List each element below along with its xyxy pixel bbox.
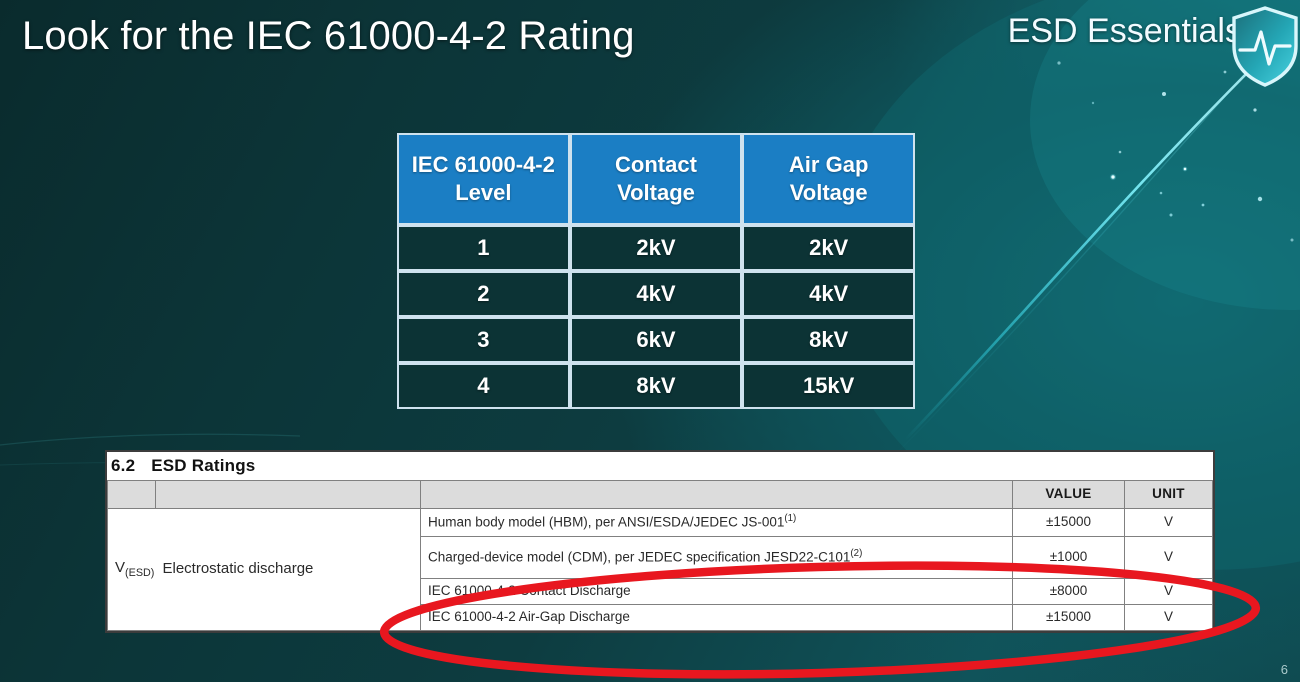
- cell-parameter: Electrostatic discharge: [155, 508, 421, 631]
- cell-air-gap-voltage: 8kV: [742, 317, 915, 363]
- page-number: 6: [1280, 662, 1288, 677]
- footnote-marker: (2): [850, 548, 863, 560]
- table-row: 1 2kV 2kV: [397, 225, 915, 271]
- column-header-description: [420, 480, 1013, 509]
- column-header-air-gap-voltage: Air Gap Voltage: [742, 133, 915, 225]
- brand-title: ESD Essentials: [1007, 12, 1242, 50]
- header-line-2: Level: [455, 180, 512, 205]
- table-header-row: IEC 61000-4-2 Level Contact Voltage Air …: [397, 133, 915, 225]
- cell-contact-voltage: 8kV: [569, 363, 743, 409]
- header-line-1: IEC 61000-4-2: [411, 151, 555, 177]
- section-title: ESD Ratings: [151, 456, 256, 475]
- header-line-1: Contact: [615, 151, 697, 177]
- cell-contact-voltage: 4kV: [569, 271, 743, 317]
- cell-contact-voltage: 6kV: [569, 317, 743, 363]
- cell-air-gap-voltage: 4kV: [742, 271, 915, 317]
- column-header-unit: UNIT: [1124, 480, 1213, 509]
- table-row: 4 8kV 15kV: [397, 363, 915, 409]
- cell-description: IEC 61000-4-2 Contact Discharge: [420, 578, 1013, 605]
- cell-value: ±15000: [1012, 604, 1125, 631]
- symbol-base: V: [115, 558, 126, 576]
- cell-contact-voltage: 2kV: [569, 225, 743, 271]
- cell-unit: V: [1124, 604, 1213, 631]
- cell-symbol: V(ESD): [107, 508, 156, 631]
- cell-level: 3: [397, 317, 570, 363]
- page-title: Look for the IEC 61000-4-2 Rating: [22, 14, 635, 58]
- cell-level: 2: [397, 271, 570, 317]
- cell-value: ±1000: [1012, 536, 1125, 579]
- cell-value: ±15000: [1012, 508, 1125, 537]
- column-header-value: VALUE: [1012, 480, 1125, 509]
- cell-air-gap-voltage: 2kV: [742, 225, 915, 271]
- cell-level: 1: [397, 225, 570, 271]
- footnote-marker: (1): [784, 513, 797, 525]
- cell-description: IEC 61000-4-2 Air-Gap Discharge: [420, 604, 1013, 631]
- cell-unit: V: [1124, 578, 1213, 605]
- header-line-2: Voltage: [789, 180, 868, 205]
- description-text: Human body model (HBM), per ANSI/ESDA/JE…: [428, 514, 785, 530]
- cell-unit: V: [1124, 508, 1213, 537]
- cell-description: Human body model (HBM), per ANSI/ESDA/JE…: [420, 508, 1013, 537]
- cell-value: ±8000: [1012, 578, 1125, 605]
- table-row: V(ESD) Electrostatic discharge Human bod…: [107, 508, 1213, 631]
- table-row: 3 6kV 8kV: [397, 317, 915, 363]
- cell-level: 4: [397, 363, 570, 409]
- iec-level-table: IEC 61000-4-2 Level Contact Voltage Air …: [397, 133, 915, 409]
- table-row: 2 4kV 4kV: [397, 271, 915, 317]
- table-header-row: VALUE UNIT: [107, 480, 1213, 509]
- column-header-parameter: [155, 480, 421, 509]
- esd-ratings-table: VALUE UNIT V(ESD) Electrostatic discharg…: [107, 480, 1213, 631]
- cell-unit: V: [1124, 536, 1213, 579]
- shield-heartbeat-icon: [1232, 6, 1298, 87]
- header-line-1: Air Gap: [788, 151, 869, 177]
- symbol-subscript: (ESD): [125, 566, 155, 579]
- brand-lockup: ESD Essentials: [1007, 6, 1298, 87]
- column-header-symbol: [107, 480, 156, 509]
- datasheet-excerpt: 6.2 ESD Ratings VALUE UNIT V(ESD) Electro…: [105, 450, 1215, 633]
- column-header-level: IEC 61000-4-2 Level: [397, 133, 570, 225]
- description-text: Charged-device model (CDM), per JEDEC sp…: [428, 549, 851, 565]
- datasheet-section-heading: 6.2 ESD Ratings: [107, 452, 1213, 480]
- cell-air-gap-voltage: 15kV: [742, 363, 915, 409]
- section-number: 6.2: [111, 456, 136, 475]
- header-line-2: Voltage: [617, 180, 695, 205]
- cell-description: Charged-device model (CDM), per JEDEC sp…: [420, 536, 1013, 579]
- column-header-contact-voltage: Contact Voltage: [569, 133, 743, 225]
